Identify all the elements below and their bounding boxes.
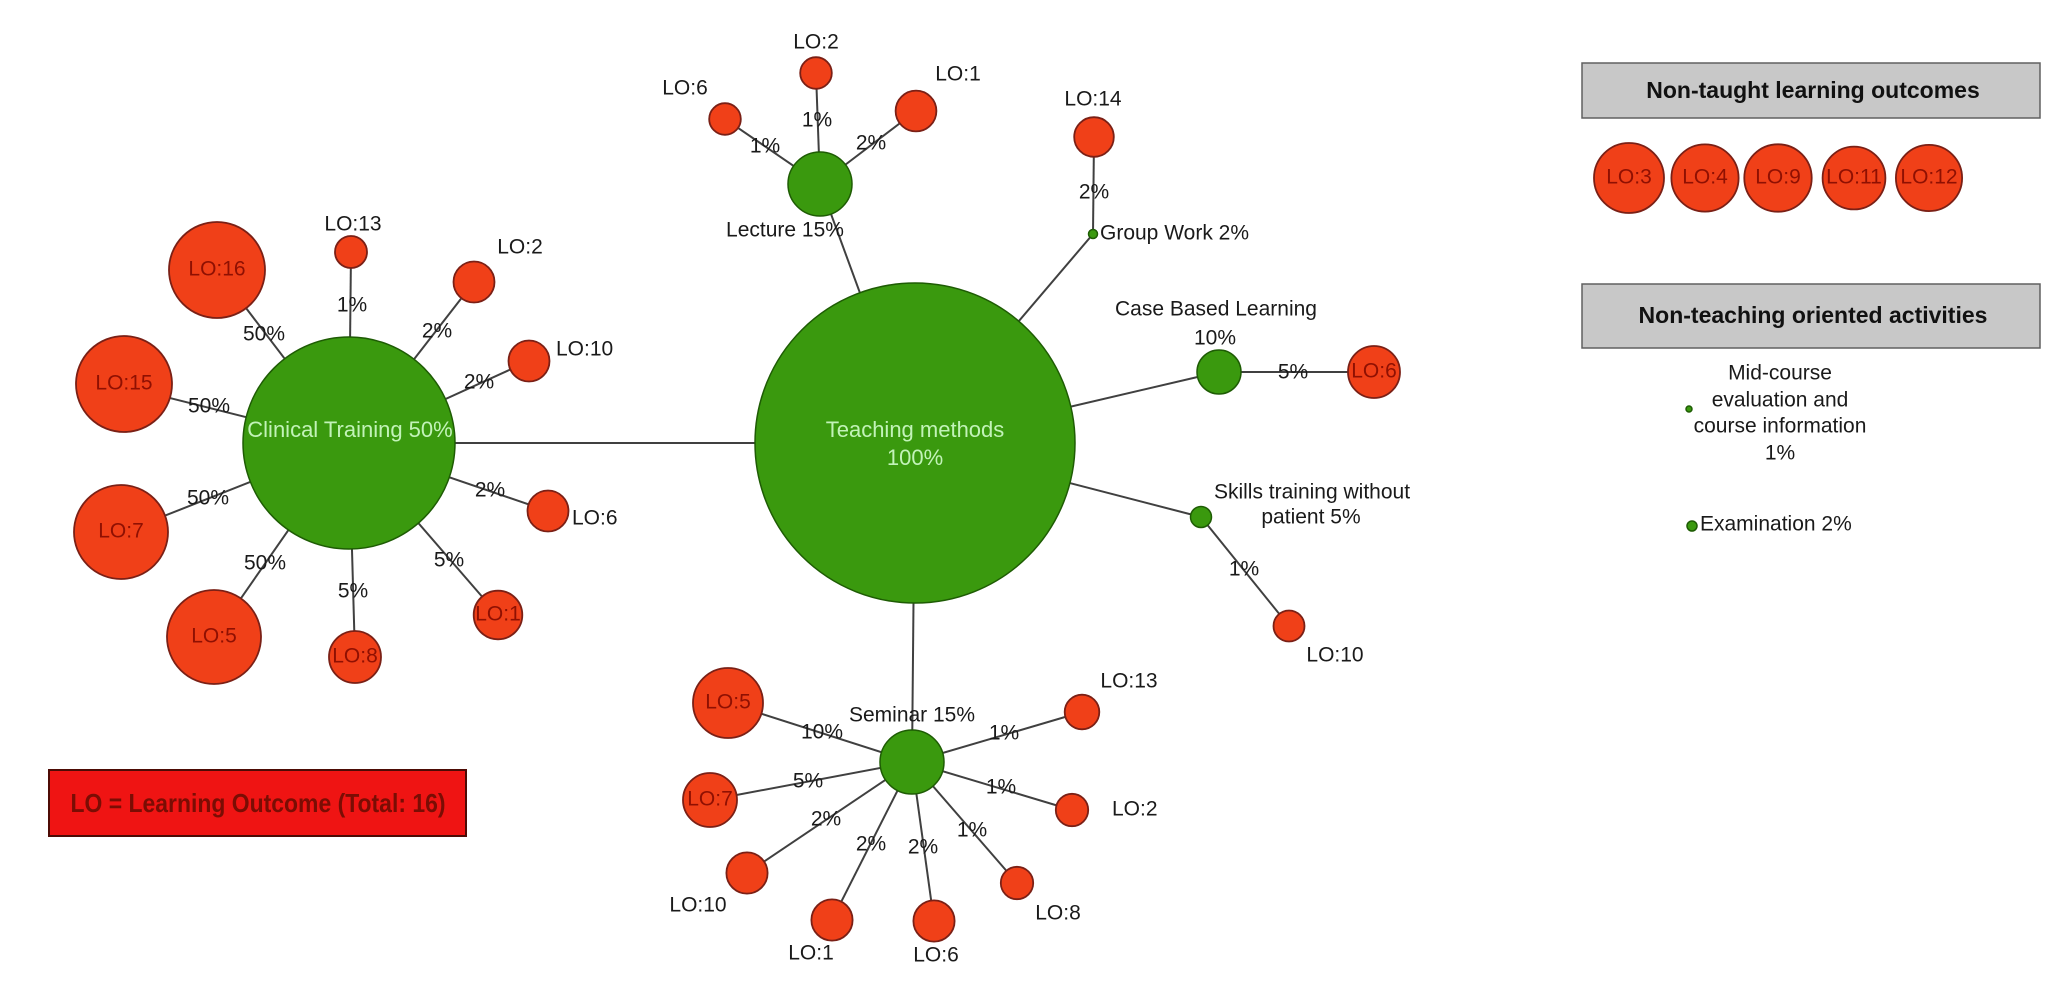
svg-text:2%: 2% [422, 320, 452, 343]
svg-text:2%: 2% [908, 836, 938, 859]
svg-text:LO:2: LO:2 [793, 31, 839, 54]
svg-text:LO:10: LO:10 [669, 894, 726, 917]
svg-text:LO:16: LO:16 [188, 258, 245, 281]
svg-text:LO:6: LO:6 [662, 77, 708, 100]
svg-text:LO:10: LO:10 [556, 338, 613, 361]
svg-text:Case Based Learning: Case Based Learning [1115, 298, 1317, 321]
svg-text:Clinical Training 50%: Clinical Training 50% [247, 417, 452, 442]
svg-text:LO:14: LO:14 [1064, 88, 1122, 111]
svg-text:2%: 2% [811, 808, 841, 831]
svg-text:Group Work 2%: Group Work 2% [1100, 222, 1249, 245]
svg-text:LO:11: LO:11 [1826, 166, 1882, 189]
svg-text:50%: 50% [244, 552, 286, 575]
svg-text:5%: 5% [434, 549, 464, 572]
svg-text:Non-teaching oriented activiti: Non-teaching oriented activities [1639, 302, 1988, 328]
svg-text:2%: 2% [856, 132, 886, 155]
svg-text:1%: 1% [986, 776, 1016, 799]
svg-text:LO:1: LO:1 [475, 603, 521, 626]
svg-text:LO:15: LO:15 [95, 372, 152, 395]
svg-text:10%: 10% [1194, 327, 1236, 350]
svg-text:5%: 5% [338, 580, 368, 603]
svg-text:Lecture 15%: Lecture 15% [726, 219, 844, 242]
svg-text:LO:6: LO:6 [1351, 360, 1397, 383]
svg-text:LO:8: LO:8 [332, 645, 378, 668]
svg-text:1%: 1% [1765, 442, 1795, 465]
svg-text:Non-taught learning outcomes: Non-taught learning outcomes [1646, 77, 1980, 103]
svg-text:LO:9: LO:9 [1755, 166, 1801, 189]
svg-text:Teaching methods: Teaching methods [826, 417, 1005, 442]
svg-text:1%: 1% [957, 819, 987, 842]
svg-text:50%: 50% [243, 323, 285, 346]
svg-text:LO:6: LO:6 [913, 944, 959, 967]
svg-text:Mid-course: Mid-course [1728, 362, 1832, 385]
svg-text:100%: 100% [887, 445, 943, 470]
svg-text:evaluation and: evaluation and [1712, 389, 1849, 412]
svg-text:1%: 1% [989, 722, 1019, 745]
svg-text:50%: 50% [188, 395, 230, 418]
svg-text:Examination 2%: Examination 2% [1700, 513, 1852, 536]
svg-text:patient 5%: patient 5% [1261, 506, 1360, 529]
svg-text:LO:7: LO:7 [98, 520, 144, 543]
svg-text:LO:6: LO:6 [572, 507, 618, 530]
svg-text:LO:5: LO:5 [191, 625, 237, 648]
svg-text:2%: 2% [1079, 181, 1109, 204]
svg-text:LO:2: LO:2 [497, 236, 543, 259]
svg-text:LO:12: LO:12 [1900, 166, 1957, 189]
svg-text:1%: 1% [1229, 558, 1259, 581]
svg-text:1%: 1% [750, 135, 780, 158]
svg-text:LO:1: LO:1 [788, 942, 834, 965]
svg-text:Skills training without: Skills training without [1214, 481, 1410, 504]
svg-text:LO:2: LO:2 [1112, 798, 1158, 821]
svg-text:LO:3: LO:3 [1606, 166, 1652, 189]
svg-text:1%: 1% [802, 109, 832, 132]
svg-text:LO:13: LO:13 [1100, 670, 1157, 693]
svg-text:2%: 2% [475, 479, 505, 502]
svg-text:Seminar 15%: Seminar 15% [849, 704, 975, 727]
svg-text:1%: 1% [337, 294, 367, 317]
svg-text:2%: 2% [464, 371, 494, 394]
svg-text:LO = Learning Outcome (Total:: LO = Learning Outcome (Total: 16) [71, 788, 446, 818]
svg-text:LO:5: LO:5 [705, 691, 751, 714]
svg-text:2%: 2% [856, 833, 886, 856]
svg-text:LO:13: LO:13 [324, 213, 381, 236]
svg-text:5%: 5% [793, 770, 823, 793]
svg-text:LO:1: LO:1 [935, 63, 981, 86]
svg-text:LO:7: LO:7 [687, 788, 733, 811]
svg-text:5%: 5% [1278, 361, 1308, 384]
svg-text:LO:10: LO:10 [1306, 644, 1363, 667]
svg-text:50%: 50% [187, 487, 229, 510]
svg-text:LO:8: LO:8 [1035, 902, 1081, 925]
svg-text:course information: course information [1694, 415, 1867, 438]
svg-text:LO:4: LO:4 [1682, 166, 1728, 189]
svg-text:10%: 10% [801, 721, 843, 744]
